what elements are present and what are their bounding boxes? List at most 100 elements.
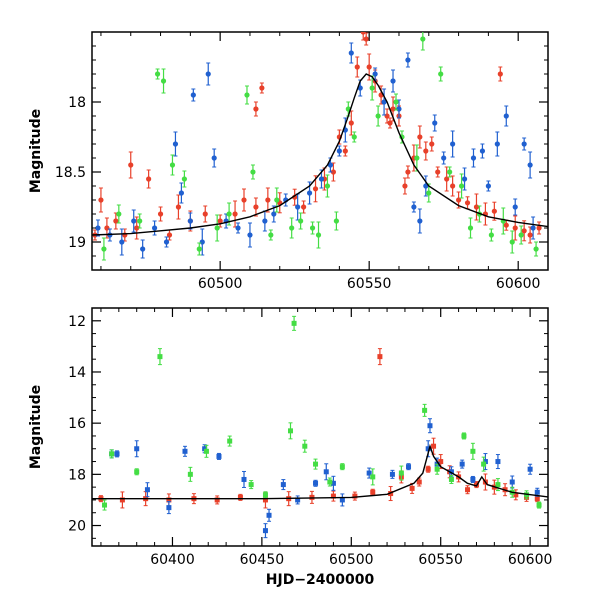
top-point [369, 75, 375, 101]
bottom-point [339, 493, 345, 507]
top-point [450, 130, 456, 158]
top-point [226, 202, 232, 226]
bottom-point [470, 442, 476, 460]
bottom-data-marks [92, 315, 548, 539]
top-point [235, 222, 241, 234]
top-y-axis-label: Magnitude [28, 109, 44, 193]
top-panel: 60500 60550 60600 18 18.5 19 Magnitude [28, 31, 549, 292]
top-point [268, 229, 274, 241]
top-point [420, 32, 426, 51]
top-point [247, 222, 253, 248]
bottom-point [187, 466, 193, 482]
top-model-curve [92, 73, 548, 236]
bottom-point [330, 475, 336, 491]
top-point [530, 216, 536, 240]
top-point [512, 215, 518, 241]
bottom-point [495, 454, 501, 470]
top-point [333, 211, 339, 231]
top-point [98, 187, 104, 213]
top-y-tick-label: 18 [68, 95, 86, 111]
top-point [521, 137, 527, 151]
top-point [262, 210, 268, 232]
top-y-tick-label: 19 [68, 235, 86, 251]
top-point [381, 88, 387, 116]
top-point [211, 148, 217, 168]
top-point [140, 239, 146, 259]
top-point [512, 198, 518, 216]
top-point [128, 151, 134, 179]
top-point [196, 242, 202, 256]
top-x-tick-label: 60500 [198, 276, 243, 292]
top-point [265, 187, 271, 213]
bottom-point [352, 491, 358, 501]
top-point [375, 105, 381, 127]
top-point [399, 130, 405, 144]
top-x-tick-label: 60550 [347, 276, 392, 292]
bottom-point [134, 440, 140, 458]
bottom-point [427, 418, 433, 434]
top-point [181, 170, 187, 188]
top-point [178, 182, 185, 204]
top-point [533, 241, 539, 257]
top-point [423, 175, 429, 197]
bottom-y-tick-label: 16 [68, 416, 86, 432]
top-point [390, 69, 396, 93]
top-point [163, 236, 170, 248]
top-point [172, 131, 179, 157]
top-point [509, 230, 515, 254]
bottom-point [114, 450, 120, 458]
bottom-point [119, 491, 125, 509]
bottom-point [481, 456, 487, 472]
bottom-point [470, 475, 476, 483]
top-point [405, 52, 411, 68]
top-point [277, 192, 283, 214]
top-data-marks [92, 32, 548, 261]
bottom-point [323, 463, 329, 481]
top-point [351, 131, 357, 143]
top-point [423, 141, 429, 161]
top-point [175, 194, 182, 220]
top-point [426, 183, 432, 203]
top-point [435, 166, 441, 178]
bottom-point [536, 501, 542, 509]
top-point [518, 225, 524, 245]
top-x-tick-label: 60600 [496, 276, 541, 292]
top-point [312, 175, 319, 203]
bottom-point [313, 458, 319, 470]
top-y-tick-label: 18.5 [55, 165, 86, 181]
bottom-point [465, 485, 471, 495]
top-point [348, 42, 354, 64]
top-point [438, 66, 444, 82]
top-point [315, 221, 322, 249]
bottom-point [302, 439, 308, 453]
top-point [190, 88, 196, 102]
top-point [259, 82, 265, 94]
top-point [250, 164, 256, 180]
bottom-point [182, 445, 188, 457]
top-point [205, 62, 211, 86]
top-point [241, 188, 247, 212]
bottom-point [398, 465, 404, 481]
top-point [214, 214, 220, 242]
bottom-y-tick-label: 14 [68, 365, 86, 381]
bottom-point [216, 452, 222, 460]
top-point [146, 169, 152, 189]
top-point [461, 167, 468, 191]
top-point [527, 226, 533, 244]
top-plot-frame [91, 31, 549, 271]
bottom-point [377, 348, 383, 366]
top-point [336, 145, 342, 157]
top-point [467, 217, 474, 239]
top-point [402, 177, 408, 195]
bottom-panel: 60400 60450 60500 60550 60600 12 14 16 18 20 Magn… [28, 307, 552, 588]
bottom-x-tick-label: 60400 [150, 552, 195, 568]
bottom-point [157, 348, 163, 366]
bottom-y-tick-label: 20 [68, 519, 86, 535]
bottom-point [527, 463, 533, 475]
bottom-point [109, 449, 115, 459]
top-point [330, 162, 337, 182]
bottom-point [406, 463, 412, 471]
top-point [101, 237, 107, 261]
top-point [464, 196, 471, 210]
bottom-point [166, 501, 172, 515]
